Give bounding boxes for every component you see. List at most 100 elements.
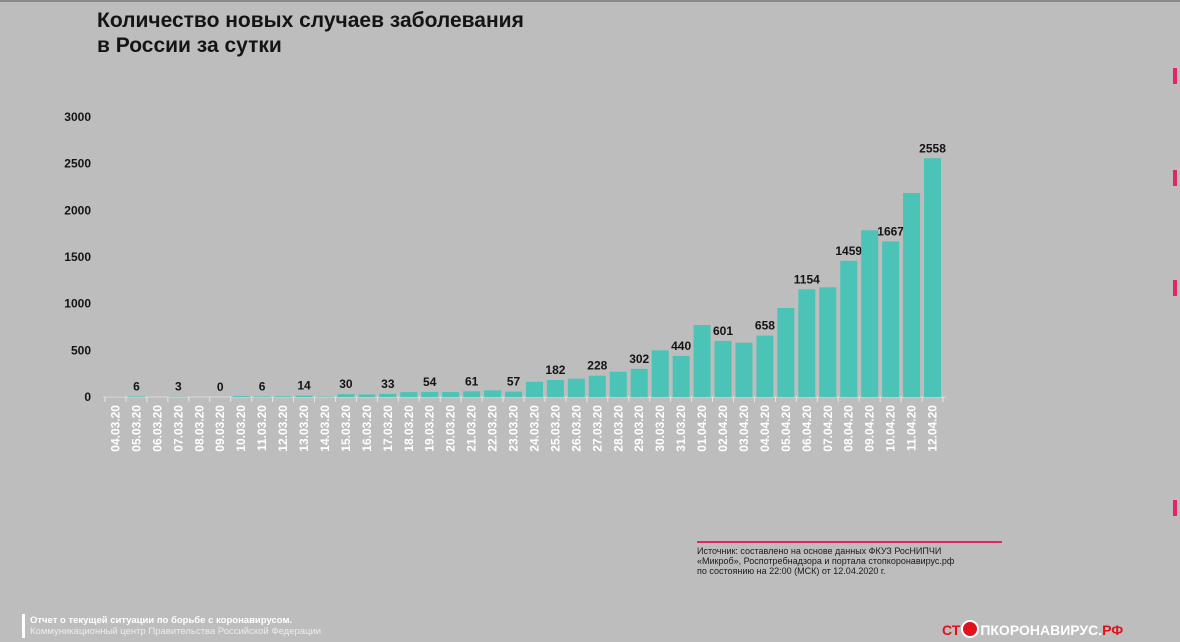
data-label: 3 (175, 380, 182, 394)
x-tick-label: 11.04.20 (905, 405, 919, 451)
data-label: 302 (629, 352, 649, 366)
bar (798, 289, 816, 397)
source-line-1: Источник: составлено на основе данных ФК… (697, 546, 942, 556)
x-tick-label: 06.04.20 (800, 405, 814, 452)
x-tick-label: 06.03.20 (150, 405, 164, 452)
data-label: 57 (507, 375, 521, 389)
data-label: 30 (339, 377, 353, 391)
x-tick-label: 12.04.20 (926, 405, 940, 452)
bar (567, 378, 585, 397)
data-label: 61 (465, 374, 479, 388)
stopkoronavirus-logo: СТ ПКОРОНАВИРУС.РФ (942, 620, 1123, 640)
x-tick-label: 13.03.20 (297, 405, 311, 452)
y-tick-label: 1000 (64, 297, 91, 311)
bar (714, 340, 732, 397)
x-tick-label: 29.03.20 (632, 405, 646, 452)
chart-title: Количество новых случаев заболевания в Р… (97, 8, 524, 58)
x-tick-label: 20.03.20 (444, 405, 458, 452)
bar (924, 158, 942, 397)
bar (651, 350, 669, 397)
source-line-3: по состоянию на 22:00 (МСК) от 12.04.202… (697, 566, 886, 576)
edge-marker (1173, 500, 1177, 516)
x-tick-label: 04.03.20 (108, 405, 122, 452)
data-label: 33 (381, 377, 395, 391)
logo-text-suffix: РФ (1102, 622, 1124, 638)
bar (609, 371, 627, 397)
bar (840, 260, 858, 397)
x-tick-label: 08.03.20 (192, 405, 206, 452)
x-tick-label: 01.04.20 (695, 405, 709, 452)
data-label: 658 (755, 319, 775, 333)
x-tick-label: 22.03.20 (486, 405, 500, 452)
y-tick-label: 2000 (64, 203, 91, 217)
logo-text-right: ПКОРОНАВИРУС. (980, 622, 1103, 638)
x-tick-label: 04.04.20 (758, 405, 772, 452)
x-tick-label: 10.03.20 (234, 405, 248, 452)
data-label: 0 (217, 380, 224, 394)
footer-line-2: Коммуникационный центр Правительства Рос… (30, 626, 322, 637)
data-label: 6 (133, 379, 140, 393)
y-tick-label: 2500 (64, 157, 91, 171)
bar (127, 396, 145, 397)
x-tick-label: 07.04.20 (821, 405, 835, 452)
bar (421, 391, 439, 397)
data-label: 182 (545, 363, 565, 377)
bar (232, 396, 250, 397)
x-tick-label: 24.03.20 (527, 405, 541, 452)
x-tick-label: 09.04.20 (863, 405, 877, 452)
y-tick-label: 3000 (64, 110, 91, 124)
bar (505, 391, 523, 397)
bar (903, 192, 921, 397)
data-label: 228 (587, 359, 607, 373)
source-note: Источник: составлено на основе данных ФК… (697, 546, 997, 576)
data-label: 601 (713, 324, 733, 338)
bar (295, 395, 313, 397)
bar (253, 396, 271, 397)
y-tick-label: 1500 (64, 250, 91, 264)
logo-text-left: СТ (942, 622, 961, 638)
bar (379, 393, 397, 397)
bar (777, 307, 795, 397)
bar (463, 391, 481, 397)
bar (337, 394, 355, 397)
x-tick-label: 03.04.20 (737, 405, 751, 452)
chart-title-line-1: Количество новых случаев заболевания (97, 9, 524, 32)
data-label: 1154 (794, 272, 820, 286)
bar (400, 392, 418, 397)
x-tick-label: 15.03.20 (339, 405, 353, 452)
bar (861, 230, 879, 397)
x-tick-label: 10.04.20 (884, 405, 898, 452)
x-tick-label: 31.03.20 (674, 405, 688, 452)
x-tick-label: 18.03.20 (402, 405, 416, 452)
bar (358, 394, 376, 397)
data-label: 1667 (877, 224, 904, 238)
bar (756, 335, 774, 397)
bar (882, 241, 900, 397)
x-tick-label: 26.03.20 (569, 405, 583, 452)
bar (442, 392, 460, 397)
bar (630, 368, 648, 397)
data-label: 6 (259, 379, 266, 393)
source-line-2: «Микроб», Роспотребнадзора и портала сто… (697, 556, 955, 566)
x-tick-label: 14.03.20 (318, 405, 332, 452)
bar (735, 342, 753, 397)
x-tick-label: 19.03.20 (423, 405, 437, 452)
x-tick-label: 21.03.20 (465, 405, 479, 452)
top-border (0, 0, 1180, 2)
bar (588, 375, 606, 397)
bar (672, 355, 690, 397)
x-tick-label: 05.04.20 (779, 405, 793, 452)
x-tick-label: 08.04.20 (842, 405, 856, 452)
footer-line-1: Отчет о текущей ситуации по борьбе с кор… (30, 615, 293, 626)
data-label: 2558 (919, 141, 946, 155)
data-label: 440 (671, 339, 691, 353)
x-tick-label: 23.03.20 (507, 405, 521, 452)
bar (525, 381, 543, 397)
bar (546, 380, 564, 397)
footer-accent-bar (22, 614, 25, 638)
x-tick-label: 25.03.20 (548, 405, 562, 452)
bar (484, 390, 502, 397)
x-tick-label: 17.03.20 (381, 405, 395, 452)
x-tick-label: 05.03.20 (129, 405, 143, 452)
